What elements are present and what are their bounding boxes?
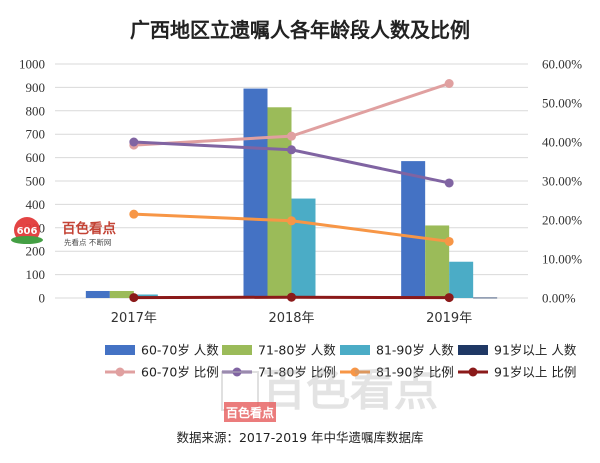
legend-label: 71-80岁 比例 [258, 365, 336, 380]
right-tick-label: 20.00% [542, 213, 582, 228]
legend-label: 60-70岁 比例 [141, 365, 219, 380]
legend-swatch-marker [468, 367, 478, 377]
legend-swatch [222, 345, 252, 355]
bar-71-80岁-人数-2017年 [109, 290, 134, 298]
bar-81-90岁-人数-2018年 [291, 198, 316, 298]
legend-label: 81-90岁 人数 [376, 343, 454, 358]
bar-71-80岁-人数-2019年 [425, 225, 450, 298]
legend-label: 81-90岁 比例 [376, 365, 454, 380]
watermark-big-text: 百色看点 [262, 365, 438, 416]
data-source: 数据来源：2017-2019 年中华遗嘱库数据库 [176, 430, 423, 445]
legend-swatch [340, 345, 370, 355]
left-tick-label: 400 [26, 197, 46, 212]
watermark-small: 百色看点 [224, 402, 276, 422]
right-tick-label: 40.00% [542, 135, 582, 150]
watermark-big: 百色看点 [221, 365, 438, 416]
category-label: 2019年 [426, 311, 472, 326]
logo-badge-swoosh [11, 236, 43, 244]
category-labels: 2017年 2018年 2019年 [111, 311, 472, 326]
left-tick-label: 900 [26, 80, 46, 95]
bar-60-70岁-人数-2017年 [85, 290, 110, 298]
legend-swatch-marker [350, 367, 360, 377]
right-tick-label: 30.00% [542, 174, 582, 189]
right-tick-label: 0.00% [542, 291, 576, 306]
category-label: 2017年 [111, 311, 157, 326]
point-81-90岁-比例-2018年 [287, 216, 296, 226]
logo-badge-number: 606 [17, 226, 38, 237]
point-71-80岁-比例-2019年 [444, 178, 454, 188]
left-tick-label: 0 [39, 291, 46, 306]
legend-swatch-marker [232, 367, 242, 377]
point-81-90岁-比例-2019年 [444, 236, 454, 246]
category-label: 2018年 [268, 311, 314, 326]
bar-60-70岁-人数-2019年 [401, 161, 426, 298]
bar-81-90岁-人数-2019年 [449, 261, 474, 298]
chart-title: 广西地区立遗嘱人各年龄段人数及比例 [130, 18, 470, 42]
legend-label: 60-70岁 人数 [141, 343, 219, 358]
left-axis-ticks: 01002003004005006007008009001000 [19, 57, 45, 306]
bar-91岁以上-人数-2019年 [473, 297, 498, 299]
legend-label: 91岁以上 比例 [494, 365, 576, 380]
legend-item: 91岁以上 比例 [458, 365, 576, 380]
watermark-small-bg [224, 402, 276, 422]
watermark-logo: 606 百色看点 先看点 不断网 [11, 217, 116, 247]
legend-item: 81-90岁 人数 [340, 343, 454, 358]
legend-item: 60-70岁 人数 [105, 343, 219, 358]
bars-group [85, 88, 498, 299]
left-tick-label: 700 [26, 127, 46, 142]
right-tick-label: 10.00% [542, 252, 582, 267]
legend-swatch [105, 345, 135, 355]
left-tick-label: 800 [26, 103, 46, 118]
point-91岁以上-比例-2017年 [129, 293, 139, 303]
legend: 60-70岁 人数 71-80岁 人数 81-90岁 人数 91岁以上 人数 60-70… [105, 343, 577, 380]
bar-71-80岁-人数-2018年 [267, 107, 292, 298]
legend-item: 71-80岁 人数 [222, 343, 336, 358]
right-tick-label: 50.00% [542, 96, 582, 111]
left-tick-label: 500 [26, 174, 46, 189]
bar-60-70岁-人数-2018年 [243, 88, 268, 298]
legend-item: 81-90岁 比例 [340, 365, 454, 380]
point-91岁以上-比例-2019年 [444, 293, 454, 303]
point-81-90岁-比例-2017年 [129, 209, 139, 219]
point-71-80岁-比例-2018年 [287, 145, 296, 155]
legend-swatch-marker [115, 367, 125, 377]
right-tick-label: 60.00% [542, 57, 582, 72]
legend-item: 71-80岁 比例 [222, 365, 336, 380]
legend-label: 91岁以上 人数 [494, 343, 577, 358]
logo-subtitle: 先看点 不断网 [64, 237, 111, 247]
point-71-80岁-比例-2017年 [129, 137, 139, 147]
right-axis-ticks: 0.00% 10.00% 20.00% 30.00% 40.00% 50.00% 60.00… [542, 57, 582, 306]
legend-item: 91岁以上 人数 [458, 343, 577, 358]
legend-item: 60-70岁 比例 [105, 365, 219, 380]
watermark-small-text: 百色看点 [226, 405, 274, 420]
left-tick-label: 1000 [19, 57, 45, 72]
legend-label: 71-80岁 人数 [258, 343, 336, 358]
left-tick-label: 600 [26, 150, 46, 165]
left-tick-label: 200 [26, 244, 46, 259]
point-60-70岁-比例-2018年 [287, 131, 296, 141]
lines-group [129, 79, 454, 303]
legend-swatch [458, 345, 488, 355]
point-91岁以上-比例-2018年 [287, 292, 296, 302]
logo-title: 百色看点 [62, 220, 116, 237]
point-60-70岁-比例-2019年 [444, 79, 454, 88]
left-tick-label: 100 [26, 267, 46, 282]
